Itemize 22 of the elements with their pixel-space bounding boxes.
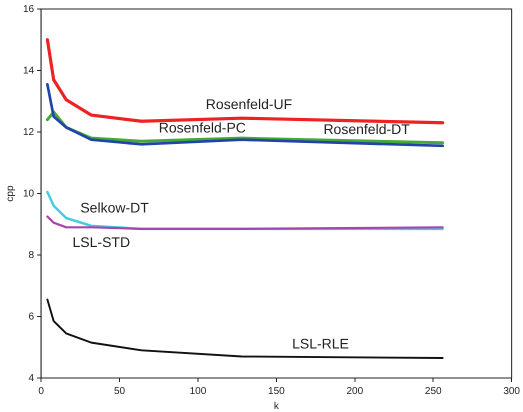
x-tick-label: 50 (114, 386, 126, 397)
series-label: Rosenfeld-PC (158, 120, 246, 136)
x-tick-label: 250 (424, 386, 442, 397)
x-tick-label: 200 (346, 386, 364, 397)
y-tick-label: 8 (28, 250, 35, 261)
x-tick-label: 100 (190, 386, 207, 397)
series-label: Rosenfeld-UF (206, 96, 292, 112)
x-tick-label: 300 (503, 386, 520, 397)
y-tick-label: 6 (28, 311, 35, 322)
y-axis-title: cpp (4, 185, 16, 202)
y-tick-label: 14 (23, 65, 35, 76)
y-tick-label: 10 (23, 188, 35, 200)
x-axis-title: k (274, 400, 280, 412)
x-tick-label: 150 (268, 386, 286, 397)
y-tick-label: 16 (23, 4, 35, 15)
series-label: LSL-RLE (292, 336, 349, 352)
x-tick-label: 0 (38, 386, 44, 397)
series-label: LSL-STD (72, 234, 130, 250)
y-tick-label: 12 (23, 126, 35, 138)
series-label: Selkow-DT (80, 199, 150, 216)
y-tick-label: 4 (28, 372, 35, 384)
series-label: Rosenfeld-DT (323, 121, 410, 138)
